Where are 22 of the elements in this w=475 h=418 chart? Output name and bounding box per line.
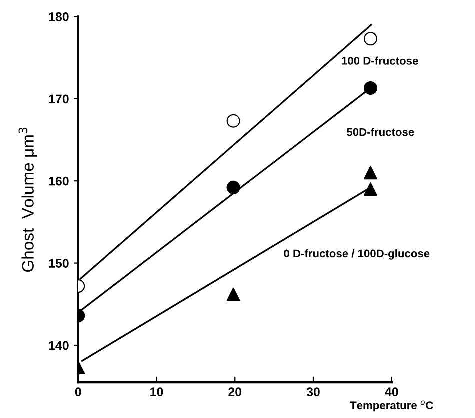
x-tick-label: 20 — [228, 388, 242, 397]
point — [364, 182, 378, 196]
point — [226, 114, 240, 128]
y-axis-title: Ghost Volume μm$^{3}$ — [18, 128, 37, 272]
x-axis-title: Temperature $^{o}$C — [350, 400, 434, 412]
series-label: 50D-fructose — [347, 128, 414, 136]
series-label: 0 D-fructose / 100D-glucose — [284, 249, 430, 260]
point — [364, 166, 378, 180]
y-tick-label: 160 — [49, 176, 69, 186]
y-tick-label: 170 — [49, 94, 69, 104]
x-tick-label: 10 — [150, 388, 164, 397]
y-tick-label: 180 — [49, 12, 69, 22]
point — [364, 32, 378, 46]
y-tick-label: 150 — [49, 259, 69, 268]
point — [364, 81, 378, 95]
x-tick-label: 30 — [306, 388, 320, 397]
x-tick-label: 40 — [385, 388, 398, 397]
y-tick-label: 140 — [49, 341, 69, 350]
point — [226, 288, 240, 302]
point — [226, 180, 240, 194]
x-tick-label: 0 — [75, 388, 82, 397]
series-label: 100 D-fructose — [342, 56, 418, 65]
